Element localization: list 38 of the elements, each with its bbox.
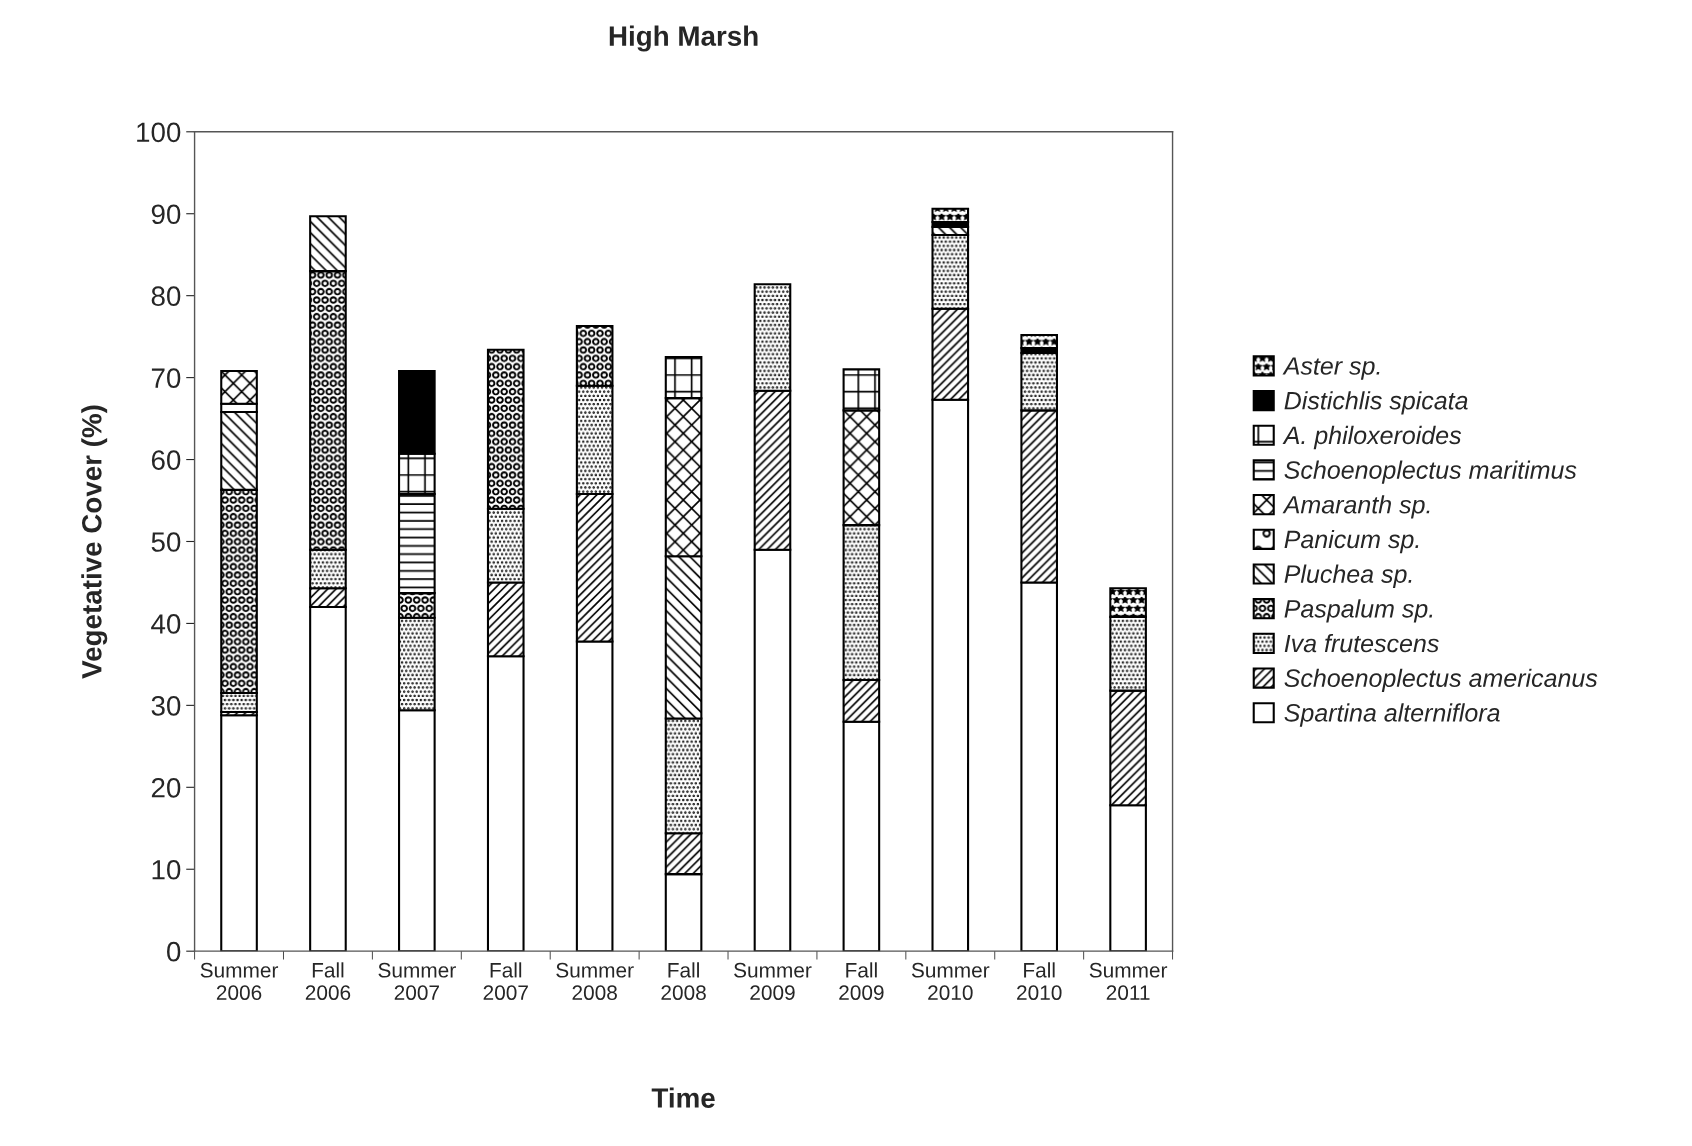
y-tick-label: 10 bbox=[152, 859, 181, 880]
bar bbox=[220, 714, 258, 952]
x-tick-label: Summer 2011 bbox=[1089, 962, 1168, 1001]
y-tick-label: 90 bbox=[151, 204, 181, 225]
y-tick-label: 50 bbox=[151, 532, 181, 552]
bar bbox=[1020, 333, 1059, 350]
y-tick-label: 20 bbox=[151, 777, 181, 798]
x-tick-label: Summer 2006 bbox=[200, 962, 279, 1001]
legend-label: Panicum sp. bbox=[1284, 529, 1419, 554]
legend-label: Schoenoplectus maritimus bbox=[1284, 460, 1577, 484]
y-tick-label: 40 bbox=[151, 614, 181, 634]
x-tick-label: Fall 2009 bbox=[839, 962, 884, 1001]
x-tick-label: Summer 2010 bbox=[911, 962, 990, 1001]
x-tick-label: Summer 2007 bbox=[378, 962, 456, 1001]
x-tick-label: Fall 2007 bbox=[483, 962, 528, 1001]
legend-label: Amaranth sp. bbox=[1282, 495, 1430, 519]
legend-label: A. philoxeroides bbox=[1282, 425, 1462, 450]
y-tick-label: 80 bbox=[151, 286, 181, 307]
y-axis-title: Vegetative Cover (%) bbox=[81, 405, 108, 679]
x-tick-label: Fall 2010 bbox=[1017, 962, 1062, 1001]
legend-label: Pluchea sp. bbox=[1284, 564, 1412, 588]
y-tick-label: 70 bbox=[151, 368, 181, 388]
x-tick-label: Fall 2008 bbox=[661, 962, 706, 1001]
y-tick-label: 0 bbox=[167, 941, 181, 962]
y-tick-label: 60 bbox=[151, 450, 181, 470]
chart-title: High Marsh bbox=[609, 25, 758, 52]
y-tick-label: 30 bbox=[151, 696, 181, 716]
x-tick-label: Summer 2009 bbox=[734, 962, 812, 1001]
legend-label: Schoenoplectus americanus bbox=[1284, 668, 1598, 692]
y-tick-label: 100 bbox=[137, 122, 181, 143]
x-tick-label: Fall 2006 bbox=[305, 962, 351, 1001]
legend-label: Paspalum sp. bbox=[1284, 599, 1433, 623]
legend-label: Spartina alterniflora bbox=[1284, 703, 1500, 727]
x-axis-title: Time bbox=[651, 1087, 715, 1108]
legend-label: Distichlis spicata bbox=[1284, 391, 1468, 415]
legend-label: Iva frutescens bbox=[1284, 633, 1439, 653]
legend-label: Aster sp. bbox=[1282, 357, 1380, 380]
x-tick-label: Summer 2008 bbox=[556, 962, 634, 1001]
